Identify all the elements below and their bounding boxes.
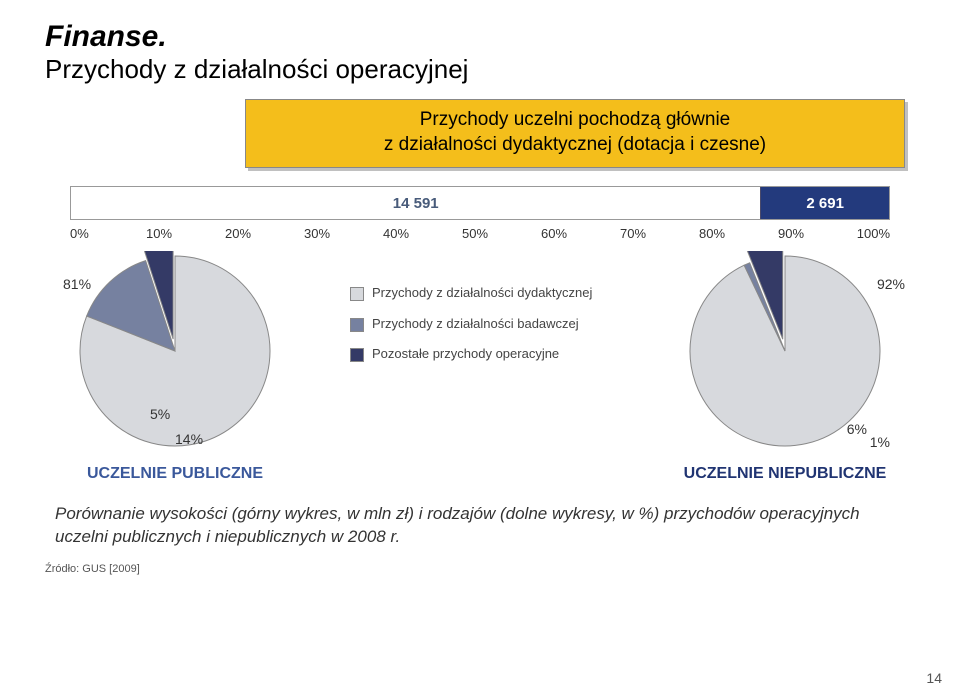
- callout-inner: Przychody uczelni pochodzą głównie z dzi…: [245, 99, 905, 168]
- stacked-bar: 14 591 2 691: [70, 186, 890, 220]
- axis-tick: 40%: [376, 226, 416, 241]
- pie-public-label-dyd: 81%: [63, 276, 91, 292]
- pie-private-label-bad: 1%: [870, 434, 890, 450]
- page-number: 14: [926, 670, 942, 686]
- legend: Przychody z działalności dydaktycznej Prz…: [350, 251, 610, 483]
- pie-public-label-other: 5%: [150, 406, 170, 422]
- legend-item: Przychody z działalności badawczej: [350, 316, 610, 332]
- axis-tick: 90%: [771, 226, 811, 241]
- axis-tick: 0%: [70, 226, 100, 241]
- legend-swatch: [350, 348, 364, 362]
- pie-private-label-other: 6%: [847, 421, 867, 437]
- axis-tick: 30%: [297, 226, 337, 241]
- bar-segment-public: 14 591: [71, 187, 761, 219]
- axis-tick: 50%: [455, 226, 495, 241]
- legend-item: Przychody z działalności dydaktycznej: [350, 285, 610, 301]
- axis-tick: 80%: [692, 226, 732, 241]
- axis-tick: 100%: [850, 226, 890, 241]
- legend-label: Przychody z działalności badawczej: [372, 316, 579, 332]
- legend-swatch: [350, 287, 364, 301]
- legend-item: Pozostałe przychody operacyjne: [350, 346, 610, 362]
- legend-label: Przychody z działalności dydaktycznej: [372, 285, 592, 301]
- axis-tick: 70%: [613, 226, 653, 241]
- bar-axis: 0% 10% 20% 30% 40% 50% 60% 70% 80% 90% 100%: [70, 226, 890, 241]
- title-main: Finanse.: [45, 20, 915, 54]
- pie-public-col: 81% 5% 14% UCZELNIE PUBLICZNE: [45, 251, 305, 483]
- stacked-bar-chart: 14 591 2 691 0% 10% 20% 30% 40% 50% 60% 70% 80% 9…: [70, 186, 890, 241]
- slide-page: Finanse. Przychody z działalności operac…: [0, 0, 960, 694]
- callout-line2: z działalności dydaktycznej (dotacja i c…: [384, 134, 766, 155]
- pie-public-label-bad: 14%: [175, 431, 203, 447]
- bar-segment-private: 2 691: [761, 187, 889, 219]
- pie-charts-row: 81% 5% 14% UCZELNIE PUBLICZNE Przychody …: [45, 251, 915, 483]
- source-label: Źródło: GUS [2009]: [45, 563, 915, 575]
- axis-tick: 10%: [139, 226, 179, 241]
- pie-private-label-dyd: 92%: [877, 276, 905, 292]
- legend-swatch: [350, 318, 364, 332]
- pie-private-col: 92% 6% 1% UCZELNIE NIEPUBLICZNE: [655, 251, 915, 483]
- pie-public-svg: [65, 251, 285, 461]
- figure-description: Porównanie wysokości (górny wykres, w ml…: [55, 503, 905, 549]
- pie-private-title: UCZELNIE NIEPUBLICZNE: [655, 465, 915, 483]
- title-sub: Przychody z działalności operacyjnej: [45, 54, 915, 85]
- axis-tick: 20%: [218, 226, 258, 241]
- callout-box: Przychody uczelni pochodzą głównie z dzi…: [245, 99, 905, 168]
- axis-tick: 60%: [534, 226, 574, 241]
- pie-public-title: UCZELNIE PUBLICZNE: [45, 465, 305, 483]
- callout-line1: Przychody uczelni pochodzą głównie: [420, 109, 731, 130]
- legend-label: Pozostałe przychody operacyjne: [372, 346, 559, 362]
